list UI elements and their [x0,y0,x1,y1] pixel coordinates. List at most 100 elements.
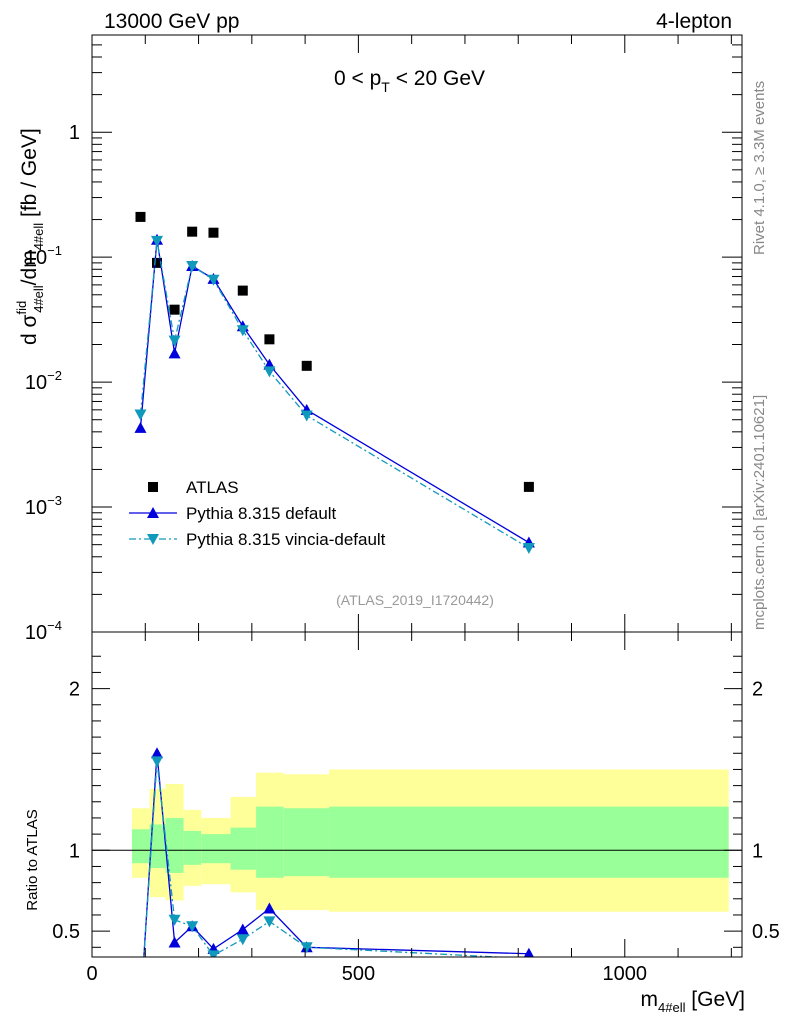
main-point [208,227,219,238]
xlabel-sub: 4#ell [658,1000,686,1015]
main-ytick-label: 10−4 [25,618,62,644]
main-series-line [139,239,530,544]
legend-label: Pythia 8.315 default [186,504,337,523]
ratio-ytick-label: 2 [69,679,80,701]
main-point [237,285,248,296]
cut-label-post: < 20 GeV [390,67,485,90]
ratio-band-inner [256,806,284,878]
ratio-ytick-label: 0.5 [52,921,80,943]
main-point [134,421,147,433]
analysis-id: (ATLAS_2019_I1720442) [336,592,494,608]
cut-label-sub: T [381,79,390,95]
process-label: 4-lepton [656,10,732,33]
ratio-band-inner [283,808,330,877]
ratio-band-inner [165,817,184,873]
main-ytick-label-base: 10 [25,247,47,269]
main-ytick-label-base: 10 [25,622,47,644]
xtick-label: 500 [342,963,375,985]
mcplots-label: mcplots.cern.ch [arXiv:2401.10621] [751,395,768,630]
main-ylabel-mid: /dm [18,250,41,285]
ratio-point [263,916,276,928]
ratio-point [263,902,276,914]
ratio-point [151,747,163,759]
main-ytick-label: 1 [69,122,80,144]
rivet-label: Rivet 4.1.0, ≥ 3.3M events [751,81,768,255]
xlabel-pre: m [641,988,659,1011]
cut-label-pre: 0 < p [334,67,381,90]
main-point [300,410,313,422]
ratio-band-inner [230,827,257,870]
collider-label: 13000 GeV pp [104,10,239,33]
main-ylabel-pre: d σ [18,314,41,345]
main-point [152,257,162,268]
ratio-point [236,923,249,935]
legend-marker [147,534,159,545]
legend: ATLAS Pythia 8.315 default Pythia 8.315 vi… [129,478,386,549]
ratio-bands [92,769,742,912]
main-ytick-label-exp: −2 [47,368,62,383]
main-point [522,543,535,555]
main-point [135,211,146,222]
main-point [523,481,534,492]
ratio-ylabel: Ratio to ATLAS [24,809,41,910]
main-point [169,304,180,315]
ratio-point [168,914,181,926]
main-point [236,325,249,337]
ratio-band-inner [329,806,729,878]
legend-label: ATLAS [186,478,239,497]
ratio-frame [91,631,743,958]
xtick-label: 0 [86,963,97,985]
ratio-band-inner [131,829,150,864]
main-ylabel-sub2: 4#ell [31,223,46,251]
legend-marker [148,482,158,492]
ratio-point [207,950,220,957]
main-ytick-label-exp: −4 [47,618,62,633]
ratio-band-inner [149,824,166,869]
cut-label: 0 < pT < 20 GeV [334,67,485,95]
xtick-label: 1000 [603,963,648,985]
ratio-point [168,936,181,948]
ratio-point [523,947,534,957]
main-series [134,211,535,555]
main-ylabel: d σfid 4#ell/dm4#ell [fb / GeV] [14,128,46,345]
main-ylabel-sub: 4#ell [31,285,46,313]
main-ylabel-sup: fid [14,301,29,315]
ratio-ytick-label-right: 0.5 [752,921,780,943]
ratio-point [186,921,199,933]
ratio-ytick-label-right: 1 [752,840,763,862]
ratio-ytick-label-right: 2 [752,679,763,701]
main-ytick-label-base: 10 [25,372,47,394]
ratio-point [300,942,313,954]
main-ytick-label-exp: −1 [47,243,62,258]
ratio-band-inner [201,834,231,864]
ratio-panel: 0.5 0.5 1 1 2 2 0 500 1000 [52,631,780,985]
main-point [301,360,312,371]
main-panel: 110−110−210−310−4 [25,34,743,644]
legend-marker [147,507,159,518]
main-point [168,335,181,347]
main-point [207,274,220,286]
main-point [168,347,181,359]
main-ytick-label-exp: −3 [47,493,62,508]
ratio-series-group [143,747,534,957]
main-ytick-label: 10−1 [25,243,62,269]
legend-label: Pythia 8.315 vincia-default [186,530,386,549]
ratio-series [143,747,534,957]
main-ytick-label: 10−2 [25,368,62,394]
main-point [264,334,275,345]
xlabel: m4#ell [GeV] [641,988,746,1015]
ratio-band-inner [183,830,202,865]
main-series-line [139,240,530,549]
ratio-point [236,934,249,946]
main-ytick-label: 10−3 [25,493,62,519]
ratio-ticks: 0.5 0.5 1 1 2 2 0 500 1000 [52,632,780,985]
main-ylabel-post: [fb / GeV] [18,128,41,223]
ratio-point [151,756,163,768]
main-point [134,409,147,421]
main-ticks: 110−110−210−310−4 [25,34,742,644]
main-point [186,260,199,272]
main-point [187,226,198,237]
main-point [263,366,276,378]
main-ytick-label-base: 10 [25,497,47,519]
